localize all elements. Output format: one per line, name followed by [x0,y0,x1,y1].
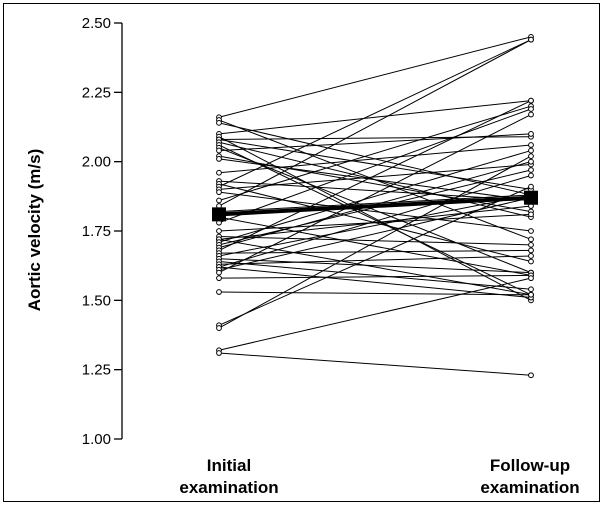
subject-line [218,261,532,290]
subject-line [218,105,532,201]
category-labels: Initial examination Follow-up examination [179,456,579,497]
subject-line [218,266,532,299]
followup-point [528,172,534,179]
mean-marker-followup [524,190,538,205]
followup-point [528,372,534,379]
initial-point [216,169,222,176]
subject-line [218,114,532,274]
subject-line [218,186,532,326]
subject-line [218,136,532,301]
initial-point [216,289,222,295]
initial-point [216,325,222,331]
followup-point [528,36,534,43]
y-tick-label: 1.75 [82,223,111,240]
followup-point [528,167,534,173]
y-ticks: 1.00 1.25 1.50 1.75 2.00 2.25 2.50 [82,15,122,448]
subject-line [218,39,532,207]
y-tick-label: 2.25 [82,84,111,101]
followup-point [528,275,534,282]
initial-point [216,228,222,234]
followup-point [528,247,534,254]
subject-line [218,150,532,243]
followup-point [528,211,534,218]
y-tick-label: 2.50 [82,15,111,32]
subject-line [218,158,532,201]
subject-line [218,291,532,296]
followup-point [528,286,534,293]
subject-line [218,274,532,279]
subject-line [218,39,532,188]
followup-point [528,291,534,298]
followup-point [528,97,534,104]
figure-frame [3,3,600,502]
followup-point [528,183,534,190]
mean-markers [212,190,538,222]
subject-line [218,144,532,296]
subject-line [218,249,532,254]
mean-marker-initial [212,207,226,222]
initial-point [216,147,222,154]
category-label: Initial [207,456,251,475]
subject-line [218,258,532,274]
subject-line [218,191,532,232]
subject-line [218,238,532,296]
subject-line [218,36,532,118]
subject-line [218,155,532,329]
subject-line [218,108,532,224]
followup-point [528,142,534,148]
followup-point [528,111,534,118]
followup-point [528,131,534,137]
subject-line [218,277,532,351]
y-axis-title: Aortic velocity (m/s) [25,149,44,312]
mean-line [218,195,532,217]
followup-point [528,253,534,259]
subject-line [218,175,532,268]
y-tick-label: 1.50 [82,292,111,309]
subject-line [218,133,532,152]
initial-point [216,269,222,276]
followup-point [528,147,534,154]
followup-point [528,258,534,265]
subject-line [218,100,532,251]
initial-point [216,189,222,196]
initial-point [216,350,222,356]
y-axis: 1.00 1.25 1.50 1.75 2.00 2.25 2.50 [82,15,123,448]
data-points [216,33,534,379]
initial-point [216,119,222,126]
followup-point [528,228,534,234]
subject-line [218,194,532,213]
subject-line [218,100,532,135]
category-label: examination [179,478,278,497]
category-label: Follow-up [490,456,570,475]
y-tick-label: 1.25 [82,362,111,379]
initial-point [216,275,222,282]
subject-line [218,255,532,265]
initial-point [216,155,222,162]
followup-point [528,236,534,243]
y-tick-label: 1.00 [82,431,111,448]
subject-line [218,352,532,376]
y-tick-label: 2.00 [82,154,111,171]
subject-line [218,236,532,246]
followup-point [528,153,534,160]
followup-point [528,241,534,248]
category-label: examination [480,478,579,497]
followup-point [528,106,534,112]
subject-line [218,144,532,174]
followup-point [528,158,534,165]
initial-point [216,197,222,204]
